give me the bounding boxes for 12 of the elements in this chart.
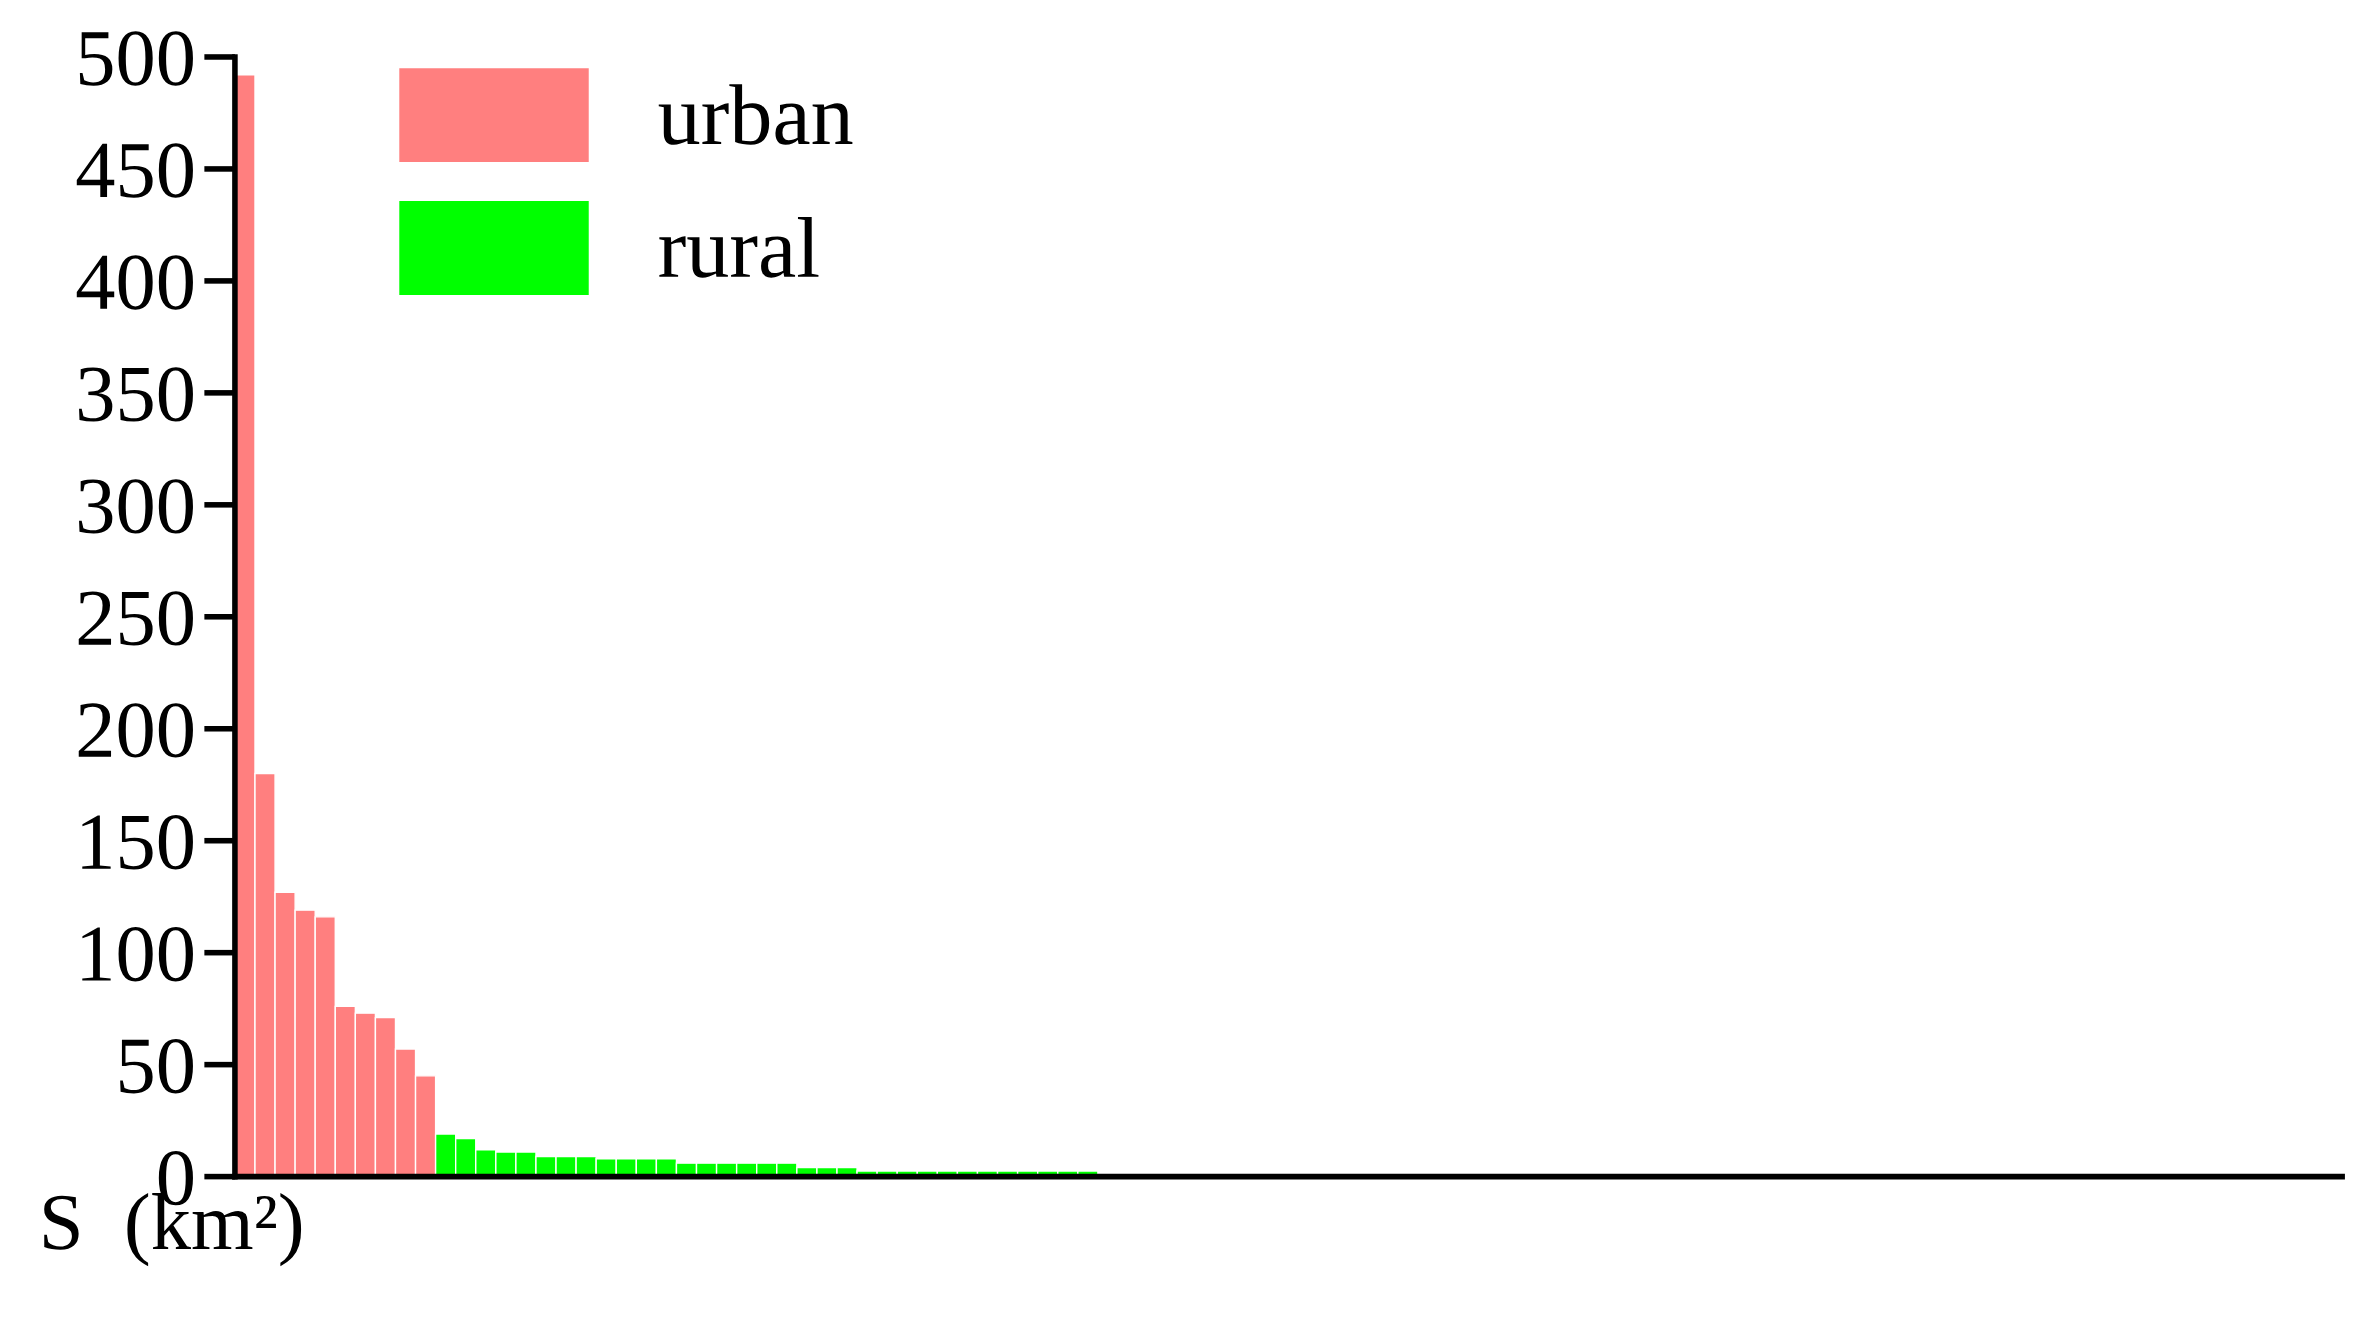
y-tick-label: 100 [82,927,193,982]
y-tick-label: 500 [79,31,193,86]
y-tick-label: 450 [76,143,193,198]
y-tick-label: 400 [76,255,193,310]
y-tick-label: 200 [78,703,193,758]
y-tick-label: 250 [78,591,193,646]
y-tick-label: 300 [79,479,193,534]
y-tick-label: 50 [120,1039,193,1094]
y-tick-label: 350 [79,367,193,422]
legend-label: urban [658,84,853,145]
legend-label: rural [659,217,819,278]
y-tick-label: 150 [82,815,193,870]
